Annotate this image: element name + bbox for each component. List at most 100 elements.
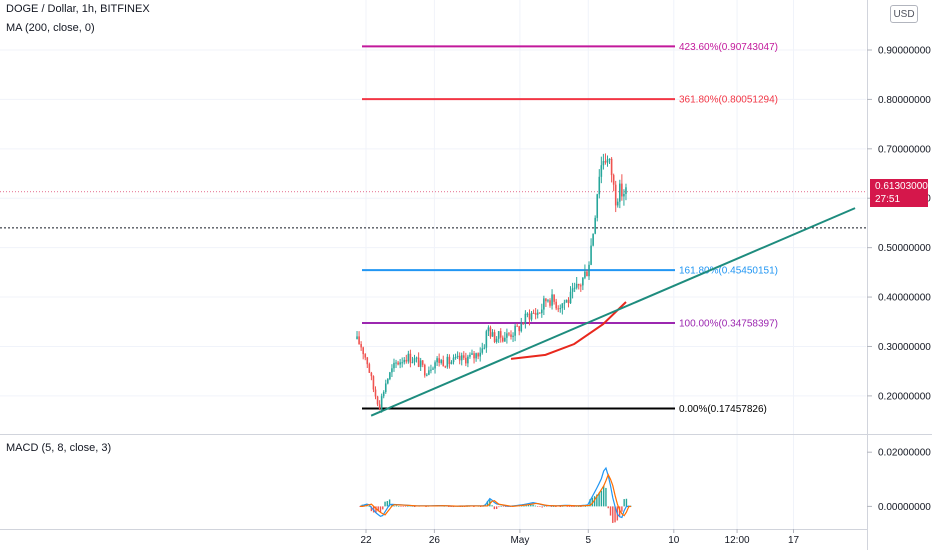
candle-body[interactable] [530, 312, 533, 320]
candle-body[interactable] [534, 313, 537, 315]
candle-body[interactable] [448, 356, 451, 365]
candle-body[interactable] [432, 368, 434, 370]
candle-body[interactable] [621, 183, 623, 197]
candle-body[interactable] [596, 194, 599, 218]
candle-body[interactable] [393, 362, 395, 369]
candle-body[interactable] [419, 360, 422, 367]
candle-body[interactable] [563, 302, 566, 304]
candle-body[interactable] [483, 347, 486, 349]
macd-line[interactable] [359, 466, 631, 519]
candle-body[interactable] [608, 158, 611, 160]
candle-body[interactable] [524, 313, 527, 324]
candle-body[interactable] [368, 364, 371, 373]
candle-body[interactable] [584, 271, 586, 278]
candle-body[interactable] [415, 357, 418, 359]
candle-body[interactable] [452, 357, 455, 363]
time-axis[interactable]: 22 26 May 5 10 12:00 17 [360, 529, 799, 546]
candle-body[interactable] [469, 354, 471, 357]
candle-body[interactable] [366, 357, 369, 365]
candle-body[interactable] [417, 357, 420, 367]
candle-body[interactable] [606, 159, 609, 163]
candle-body[interactable] [543, 298, 545, 310]
trendline[interactable] [370, 207, 856, 417]
candle-body[interactable] [411, 362, 414, 364]
candle-body[interactable] [623, 193, 625, 197]
candle-body[interactable] [372, 376, 375, 390]
candle-body[interactable] [395, 362, 397, 364]
candle-body[interactable] [358, 336, 360, 345]
candle-body[interactable] [522, 323, 525, 325]
candle-body[interactable] [514, 325, 516, 336]
candle-body[interactable] [602, 161, 605, 166]
candle-body[interactable] [471, 353, 473, 355]
price-axis[interactable]: 0.20000000 0.30000000 0.40000000 0.50000000… [867, 46, 931, 403]
candle-body[interactable] [526, 313, 529, 315]
candle-body[interactable] [438, 358, 440, 363]
ma-legend[interactable]: MA (200, close, 0) [6, 22, 95, 34]
candle-body[interactable] [467, 356, 469, 364]
candle-body[interactable] [376, 396, 379, 405]
candle-body[interactable] [413, 358, 416, 363]
candle-body[interactable] [362, 347, 364, 355]
macd-histogram[interactable] [359, 466, 632, 523]
candle-body[interactable] [547, 300, 549, 302]
candle-body[interactable] [409, 353, 412, 363]
candle-body[interactable] [465, 357, 467, 364]
candle-body[interactable] [356, 336, 358, 340]
candle-body[interactable] [592, 233, 594, 246]
moving-average-line[interactable] [510, 301, 627, 360]
candle-body[interactable] [446, 356, 449, 367]
candle-body[interactable] [493, 332, 496, 342]
candle-body[interactable] [462, 355, 465, 358]
candle-body[interactable] [497, 331, 500, 339]
candle-body[interactable] [428, 370, 430, 375]
candle-body[interactable] [380, 396, 383, 409]
candle-body[interactable] [510, 334, 512, 337]
candle-body[interactable] [501, 337, 504, 342]
candle-body[interactable] [426, 374, 428, 376]
candle-body[interactable] [577, 283, 580, 286]
candle-body[interactable] [520, 323, 523, 332]
candle-body[interactable] [582, 277, 584, 286]
candle-body[interactable] [378, 404, 381, 409]
candle-body[interactable] [401, 362, 403, 364]
candle-body[interactable] [569, 291, 572, 304]
candle-body[interactable] [473, 353, 475, 359]
candle-body[interactable] [588, 264, 590, 277]
candle-body[interactable] [559, 308, 562, 310]
candle-body[interactable] [565, 299, 568, 303]
candle-body[interactable] [538, 312, 541, 314]
candle-body[interactable] [600, 165, 603, 177]
candle-body[interactable] [458, 355, 461, 361]
candle-body[interactable] [487, 327, 490, 332]
candle-body[interactable] [389, 372, 391, 380]
candle-body[interactable] [456, 355, 459, 358]
macd-legend[interactable]: MACD (5, 8, close, 3) [6, 442, 112, 454]
candle-body[interactable] [580, 285, 582, 287]
candle-body[interactable] [397, 362, 399, 365]
candle-body[interactable] [528, 313, 531, 320]
candle-body[interactable] [549, 300, 551, 306]
candle-body[interactable] [512, 335, 514, 337]
signal-line[interactable] [360, 473, 632, 517]
candle-body[interactable] [598, 176, 601, 195]
candle-body[interactable] [573, 287, 576, 289]
candle-body[interactable] [516, 325, 518, 327]
candle-body[interactable] [567, 299, 570, 304]
candle-body[interactable] [370, 372, 373, 377]
candle-body[interactable] [594, 217, 596, 234]
candle-body[interactable] [575, 283, 578, 288]
candle-body[interactable] [440, 360, 443, 363]
candle-body[interactable] [479, 352, 482, 357]
candle-body[interactable] [364, 354, 367, 358]
candle-body[interactable] [454, 357, 457, 359]
candle-body[interactable] [495, 338, 498, 342]
candle-body[interactable] [407, 353, 410, 362]
candle-body[interactable] [489, 327, 492, 337]
candle-body[interactable] [555, 301, 557, 309]
candles[interactable] [356, 153, 627, 413]
candle-body[interactable] [551, 294, 553, 306]
candle-body[interactable] [387, 379, 389, 384]
candle-body[interactable] [384, 383, 387, 392]
